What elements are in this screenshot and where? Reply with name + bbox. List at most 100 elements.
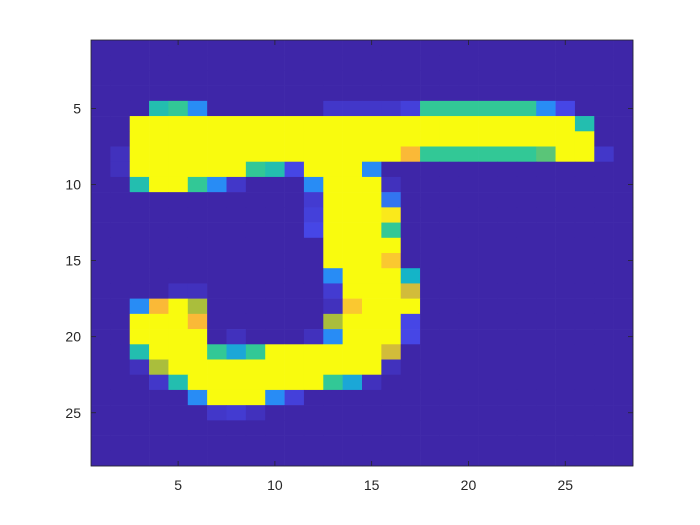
heatmap-cell [149, 253, 169, 269]
heatmap-cell [381, 420, 402, 436]
x-axis: 5 10 15 20 25 [174, 40, 573, 493]
heatmap-cell [226, 374, 247, 391]
heatmap-cell [323, 207, 343, 223]
heatmap-cell [303, 176, 324, 193]
heatmap-cell [91, 374, 111, 391]
heatmap-cell [420, 207, 440, 223]
heatmap-cell [497, 100, 518, 117]
heatmap-cell [516, 40, 537, 56]
heatmap-cell [265, 100, 285, 117]
heatmap-cell [265, 222, 285, 239]
heatmap-cell [362, 116, 382, 132]
heatmap-cell [284, 253, 305, 269]
heatmap-cell [110, 40, 131, 56]
heatmap-cell [574, 359, 595, 376]
heatmap-cell [478, 389, 498, 406]
heatmap-cell [284, 116, 305, 132]
heatmap-cell [226, 192, 247, 208]
heatmap-cell [245, 40, 266, 56]
heatmap-cell [381, 237, 402, 254]
heatmap-cell [362, 40, 382, 56]
heatmap-cell [613, 55, 634, 71]
heatmap-cell [574, 192, 595, 208]
heatmap-cell [207, 298, 227, 315]
heatmap-cell [284, 40, 305, 56]
heatmap-cell [613, 450, 634, 467]
heatmap-cell [439, 192, 460, 208]
heatmap-cell [187, 253, 208, 269]
heatmap-cell [168, 313, 189, 330]
heatmap-cell [245, 192, 266, 208]
heatmap-cell [574, 70, 595, 86]
heatmap-cell [323, 161, 343, 178]
heatmap-cell [303, 161, 324, 178]
heatmap-cell [574, 55, 595, 71]
heatmap-cell [400, 237, 421, 254]
heatmap-cell [594, 85, 614, 102]
heatmap-cell [91, 116, 111, 132]
heatmap-cell [207, 70, 227, 86]
heatmap-cell [91, 55, 111, 71]
heatmap-cell [265, 268, 285, 284]
heatmap-cell [381, 131, 402, 147]
heatmap-cell [226, 389, 247, 406]
heatmap-cell [149, 450, 169, 467]
heatmap-cell [439, 55, 460, 71]
heatmap-cell [400, 389, 421, 406]
heatmap-cell [245, 55, 266, 71]
heatmap-cell [536, 207, 556, 223]
heatmap-cell [91, 389, 111, 406]
heatmap-cell [362, 329, 382, 345]
heatmap-cell [265, 344, 285, 360]
heatmap-cell [420, 222, 440, 239]
heatmap-cell [110, 131, 131, 147]
heatmap-cell [303, 40, 324, 56]
heatmap-cell [342, 253, 363, 269]
heatmap-cell [478, 450, 498, 467]
heatmap-cell [91, 420, 111, 436]
heatmap-cell [110, 283, 131, 299]
heatmap-cell [458, 313, 479, 330]
heatmap-cell [110, 70, 131, 86]
heatmap-cell [574, 450, 595, 467]
heatmap-cell [478, 100, 498, 117]
heatmap-cell [574, 329, 595, 345]
heatmap-cell [555, 222, 576, 239]
heatmap-cell [207, 222, 227, 239]
heatmap-cell [207, 176, 227, 193]
heatmap-cell [245, 435, 266, 452]
heatmap-cell [303, 313, 324, 330]
heatmap-cell [516, 450, 537, 467]
heatmap-cell [439, 70, 460, 86]
heatmap-cell [555, 237, 576, 254]
heatmap-cell [207, 435, 227, 452]
heatmap-cell [536, 283, 556, 299]
heatmap-cell [245, 237, 266, 254]
heatmap-cell [574, 237, 595, 254]
heatmap-cell [420, 40, 440, 56]
heatmap-cell [594, 450, 614, 467]
heatmap-cell [516, 70, 537, 86]
heatmap-cell [439, 374, 460, 391]
heatmap-cell [536, 435, 556, 452]
heatmap-cell [323, 131, 343, 147]
heatmap-cell [323, 70, 343, 86]
heatmap-cell [613, 268, 634, 284]
heatmap-cell [91, 253, 111, 269]
heatmap-cell [303, 70, 324, 86]
heatmap-cell [613, 389, 634, 406]
heatmap-cell [536, 389, 556, 406]
heatmap-cell [149, 420, 169, 436]
heatmap-cell [323, 268, 343, 284]
heatmap-cell [439, 268, 460, 284]
heatmap-cell [284, 374, 305, 391]
heatmap-cell [497, 55, 518, 71]
heatmap-cell [129, 176, 150, 193]
heatmap-cell [362, 344, 382, 360]
heatmap-cell [187, 70, 208, 86]
heatmap-cell [381, 85, 402, 102]
heatmap-cell [265, 450, 285, 467]
heatmap-cell [478, 70, 498, 86]
heatmap-cell [613, 222, 634, 239]
heatmap-cell [265, 313, 285, 330]
